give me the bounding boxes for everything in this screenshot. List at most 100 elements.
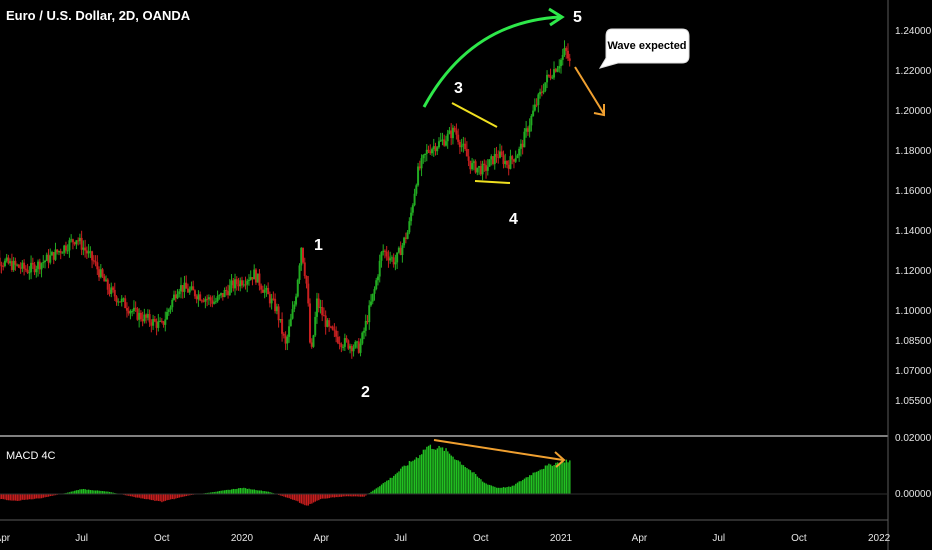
macd-bar	[356, 494, 358, 497]
price-tick-label: 1.16000	[895, 186, 932, 197]
macd-bar	[305, 494, 308, 506]
macd-bar	[509, 486, 512, 494]
macd-bar	[393, 475, 395, 494]
candle	[439, 132, 442, 143]
candle	[363, 327, 366, 340]
macd-bar	[13, 494, 15, 501]
macd-bar	[171, 494, 174, 500]
candle	[308, 298, 311, 344]
macd-bar	[553, 464, 555, 494]
macd-bar	[30, 494, 32, 500]
macd-bar	[128, 494, 130, 496]
candle	[444, 135, 447, 147]
candle	[403, 236, 406, 248]
macd-bar	[91, 490, 93, 494]
candle	[45, 252, 48, 262]
candle	[502, 150, 505, 169]
candle	[234, 273, 237, 296]
macd-bar	[253, 489, 256, 494]
macd-bar	[243, 487, 245, 494]
candle	[525, 120, 528, 138]
candle	[26, 263, 29, 274]
candle	[561, 48, 564, 66]
macd-bar	[511, 485, 513, 494]
candle	[343, 333, 346, 351]
candle	[87, 244, 90, 258]
macd-bar	[47, 494, 50, 497]
macd-bar	[344, 494, 346, 497]
macd-bar	[558, 464, 561, 494]
candle	[328, 317, 331, 332]
candle	[532, 104, 535, 117]
macd-bar	[382, 483, 384, 494]
time-tick-label: Jul	[394, 533, 407, 544]
candle	[361, 331, 364, 346]
macd-bar	[394, 474, 397, 494]
macd-bar	[239, 487, 242, 494]
candle	[437, 137, 440, 149]
macd-bar	[405, 465, 407, 494]
macd-bar	[291, 494, 294, 500]
macd-bar	[32, 494, 34, 500]
candle	[291, 301, 294, 320]
candle	[474, 159, 477, 174]
macd-bar	[108, 491, 111, 494]
macd-bar	[20, 494, 22, 501]
candle	[422, 154, 425, 164]
candle	[376, 274, 379, 286]
candle	[528, 118, 531, 138]
macd-bar	[363, 494, 365, 497]
candle	[73, 241, 76, 246]
candle	[465, 141, 468, 157]
macd-bar	[154, 494, 156, 501]
candle	[82, 240, 85, 256]
candle	[549, 68, 552, 81]
macd-bar	[466, 468, 468, 494]
candle	[267, 282, 270, 295]
macd-bar	[46, 494, 48, 498]
macd-bar	[255, 490, 257, 494]
candle	[134, 301, 137, 312]
macd-bar	[375, 488, 378, 494]
candle	[228, 279, 231, 296]
candle	[216, 290, 219, 303]
candle	[127, 306, 130, 316]
candle	[288, 319, 291, 343]
macd-bar	[304, 494, 306, 506]
macd-bar	[433, 449, 435, 494]
macd-bar	[81, 489, 83, 494]
candle	[352, 344, 355, 357]
candle	[492, 156, 495, 166]
wave3-trendline	[451, 102, 498, 128]
macd-bar	[250, 489, 252, 494]
macd-bar	[488, 484, 491, 494]
candle	[9, 258, 12, 267]
candle	[211, 295, 214, 308]
macd-bar	[361, 494, 364, 497]
macd-bar	[100, 490, 102, 494]
macd-bar	[549, 464, 552, 494]
candle	[476, 167, 479, 176]
candle	[450, 123, 453, 146]
time-tick-label: Jul	[75, 533, 88, 544]
candle	[108, 283, 111, 297]
macd-bar	[229, 489, 231, 494]
macd-bar	[129, 494, 132, 497]
candle	[12, 257, 15, 272]
macd-bar	[312, 494, 315, 503]
macd-bar	[398, 471, 400, 494]
chart-title: Euro / U.S. Dollar, 2D, OANDA	[6, 8, 191, 23]
candle	[49, 248, 52, 265]
candle	[417, 162, 420, 187]
macd-bar	[251, 489, 254, 494]
macd-bar	[159, 494, 161, 502]
macd-bar	[389, 477, 391, 494]
candle	[500, 145, 503, 157]
macd-bar	[169, 494, 172, 500]
candle	[183, 275, 186, 298]
candle	[512, 158, 515, 169]
candle	[518, 146, 521, 162]
macd-bar	[492, 486, 494, 494]
candle	[505, 160, 508, 169]
candle	[131, 309, 134, 317]
